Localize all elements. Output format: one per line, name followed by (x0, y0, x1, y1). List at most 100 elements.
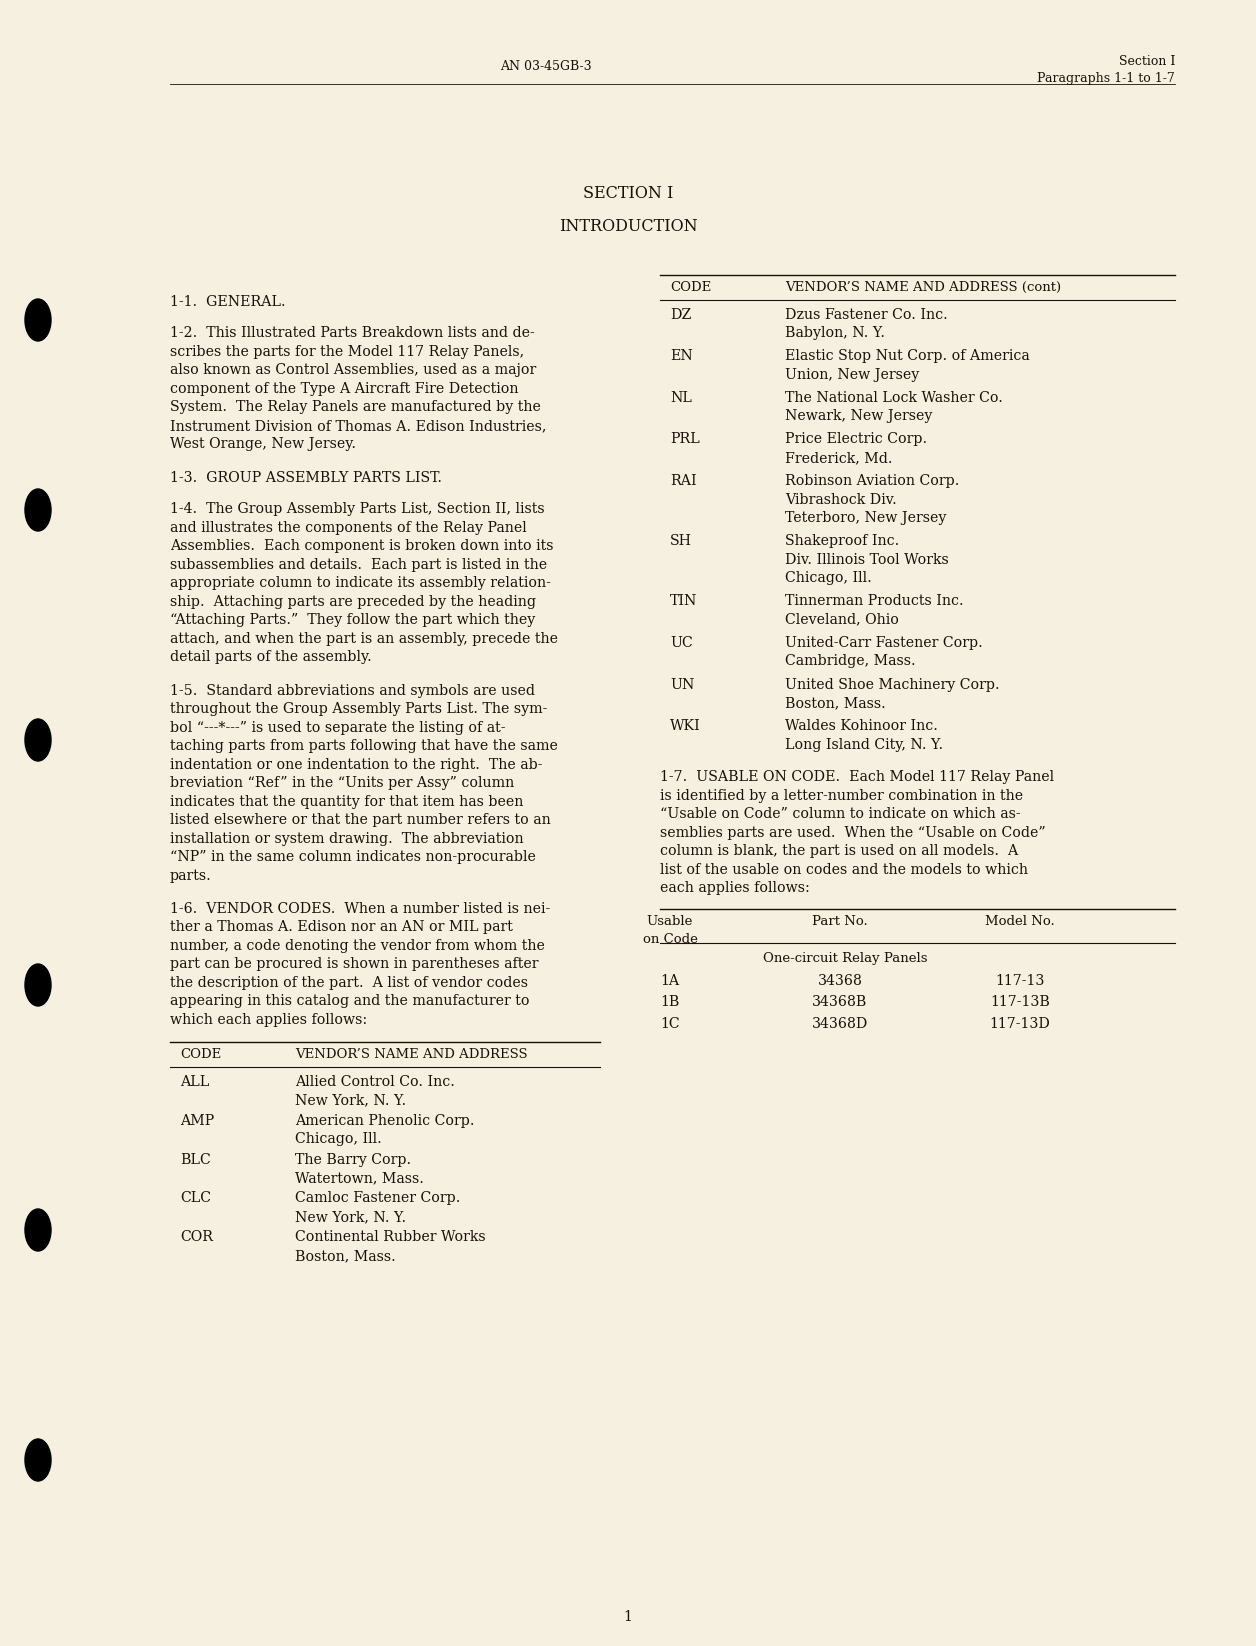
Text: SH: SH (669, 533, 692, 548)
Text: column is blank, the part is used on all models.  A: column is blank, the part is used on all… (659, 844, 1019, 858)
Text: breviation “Ref” in the “Units per Assy” column: breviation “Ref” in the “Units per Assy”… (170, 775, 514, 790)
Text: subassemblies and details.  Each part is listed in the: subassemblies and details. Each part is … (170, 558, 548, 571)
Text: Part No.: Part No. (813, 915, 868, 928)
Text: “Usable on Code” column to indicate on which as-: “Usable on Code” column to indicate on w… (659, 807, 1021, 821)
Text: Teterboro, New Jersey: Teterboro, New Jersey (785, 510, 946, 525)
Ellipse shape (25, 965, 51, 1006)
Text: Robinson Aviation Corp.: Robinson Aviation Corp. (785, 474, 960, 487)
Text: 1-7.  USABLE ON CODE.  Each Model 117 Relay Panel: 1-7. USABLE ON CODE. Each Model 117 Rela… (659, 770, 1054, 783)
Text: CLC: CLC (180, 1192, 211, 1205)
Text: Cambridge, Mass.: Cambridge, Mass. (785, 655, 916, 668)
Text: detail parts of the assembly.: detail parts of the assembly. (170, 650, 372, 665)
Text: Instrument Division of Thomas A. Edison Industries,: Instrument Division of Thomas A. Edison … (170, 420, 546, 433)
Text: parts.: parts. (170, 869, 212, 882)
Text: Assemblies.  Each component is broken down into its: Assemblies. Each component is broken dow… (170, 540, 554, 553)
Text: attach, and when the part is an assembly, precede the: attach, and when the part is an assembly… (170, 632, 558, 645)
Text: DZ: DZ (669, 308, 691, 321)
Text: 1A: 1A (661, 974, 679, 988)
Text: INTRODUCTION: INTRODUCTION (559, 217, 697, 235)
Text: semblies parts are used.  When the “Usable on Code”: semblies parts are used. When the “Usabl… (659, 826, 1046, 839)
Text: scribes the parts for the Model 117 Relay Panels,: scribes the parts for the Model 117 Rela… (170, 346, 524, 359)
Text: appearing in this catalog and the manufacturer to: appearing in this catalog and the manufa… (170, 994, 530, 1009)
Text: COR: COR (180, 1230, 214, 1244)
Ellipse shape (25, 1439, 51, 1481)
Text: EN: EN (669, 349, 693, 364)
Text: each applies follows:: each applies follows: (659, 881, 810, 895)
Text: Shakeproof Inc.: Shakeproof Inc. (785, 533, 899, 548)
Text: Watertown, Mass.: Watertown, Mass. (295, 1170, 423, 1185)
Text: United-Carr Fastener Corp.: United-Carr Fastener Corp. (785, 635, 982, 650)
Text: 34368B: 34368B (813, 996, 868, 1009)
Text: VENDOR’S NAME AND ADDRESS (cont): VENDOR’S NAME AND ADDRESS (cont) (785, 281, 1061, 295)
Text: 34368D: 34368D (811, 1017, 868, 1030)
Text: list of the usable on codes and the models to which: list of the usable on codes and the mode… (659, 863, 1027, 877)
Text: ALL: ALL (180, 1075, 210, 1090)
Text: BLC: BLC (180, 1152, 211, 1167)
Text: on Code: on Code (643, 933, 697, 946)
Text: American Phenolic Corp.: American Phenolic Corp. (295, 1114, 475, 1128)
Text: System.  The Relay Panels are manufactured by the: System. The Relay Panels are manufacture… (170, 400, 541, 415)
Text: Paragraphs 1-1 to 1-7: Paragraphs 1-1 to 1-7 (1037, 72, 1176, 86)
Text: indentation or one indentation to the right.  The ab-: indentation or one indentation to the ri… (170, 757, 543, 772)
Text: NL: NL (669, 390, 692, 405)
Text: Cleveland, Ohio: Cleveland, Ohio (785, 612, 899, 627)
Text: TIN: TIN (669, 594, 697, 609)
Text: Dzus Fastener Co. Inc.: Dzus Fastener Co. Inc. (785, 308, 948, 321)
Text: Camloc Fastener Corp.: Camloc Fastener Corp. (295, 1192, 461, 1205)
Text: New York, N. Y.: New York, N. Y. (295, 1210, 406, 1225)
Text: indicates that the quantity for that item has been: indicates that the quantity for that ite… (170, 795, 524, 808)
Text: 1C: 1C (661, 1017, 679, 1030)
Text: UC: UC (669, 635, 693, 650)
Text: 1-2.  This Illustrated Parts Breakdown lists and de-: 1-2. This Illustrated Parts Breakdown li… (170, 326, 535, 341)
Text: Usable: Usable (647, 915, 693, 928)
Text: Union, New Jersey: Union, New Jersey (785, 367, 919, 382)
Text: RAI: RAI (669, 474, 697, 487)
Text: Price Electric Corp.: Price Electric Corp. (785, 433, 927, 446)
Text: Continental Rubber Works: Continental Rubber Works (295, 1230, 486, 1244)
Text: Model No.: Model No. (985, 915, 1055, 928)
Text: Long Island City, N. Y.: Long Island City, N. Y. (785, 737, 943, 752)
Text: 34368: 34368 (818, 974, 863, 988)
Text: Section I: Section I (1119, 54, 1176, 67)
Text: Chicago, Ill.: Chicago, Ill. (295, 1132, 382, 1146)
Text: Boston, Mass.: Boston, Mass. (785, 696, 885, 709)
Ellipse shape (25, 489, 51, 532)
Text: Div. Illinois Tool Works: Div. Illinois Tool Works (785, 553, 948, 566)
Text: The Barry Corp.: The Barry Corp. (295, 1152, 411, 1167)
Text: Newark, New Jersey: Newark, New Jersey (785, 410, 932, 423)
Text: 1-5.  Standard abbreviations and symbols are used: 1-5. Standard abbreviations and symbols … (170, 683, 535, 698)
Text: West Orange, New Jersey.: West Orange, New Jersey. (170, 438, 355, 451)
Text: Tinnerman Products Inc.: Tinnerman Products Inc. (785, 594, 963, 609)
Text: appropriate column to indicate its assembly relation-: appropriate column to indicate its assem… (170, 576, 551, 591)
Text: Frederick, Md.: Frederick, Md. (785, 451, 893, 464)
Text: “Attaching Parts.”  They follow the part which they: “Attaching Parts.” They follow the part … (170, 614, 535, 627)
Text: 117-13: 117-13 (995, 974, 1045, 988)
Text: New York, N. Y.: New York, N. Y. (295, 1093, 406, 1108)
Text: installation or system drawing.  The abbreviation: installation or system drawing. The abbr… (170, 831, 524, 846)
Text: is identified by a letter-number combination in the: is identified by a letter-number combina… (659, 788, 1024, 803)
Text: and illustrates the components of the Relay Panel: and illustrates the components of the Re… (170, 520, 526, 535)
Text: ther a Thomas A. Edison nor an AN or MIL part: ther a Thomas A. Edison nor an AN or MIL… (170, 920, 512, 935)
Text: The National Lock Washer Co.: The National Lock Washer Co. (785, 390, 1002, 405)
Ellipse shape (25, 719, 51, 760)
Text: Chicago, Ill.: Chicago, Ill. (785, 571, 872, 584)
Text: 1-1.  GENERAL.: 1-1. GENERAL. (170, 295, 285, 309)
Text: 1-4.  The Group Assembly Parts List, Section II, lists: 1-4. The Group Assembly Parts List, Sect… (170, 502, 545, 517)
Ellipse shape (25, 300, 51, 341)
Text: ship.  Attaching parts are preceded by the heading: ship. Attaching parts are preceded by th… (170, 594, 536, 609)
Text: CODE: CODE (669, 281, 711, 295)
Text: 1-3.  GROUP ASSEMBLY PARTS LIST.: 1-3. GROUP ASSEMBLY PARTS LIST. (170, 471, 442, 486)
Text: WKI: WKI (669, 719, 701, 732)
Text: 1B: 1B (661, 996, 679, 1009)
Text: Babylon, N. Y.: Babylon, N. Y. (785, 326, 885, 341)
Text: taching parts from parts following that have the same: taching parts from parts following that … (170, 739, 558, 752)
Text: Allied Control Co. Inc.: Allied Control Co. Inc. (295, 1075, 455, 1090)
Text: Elastic Stop Nut Corp. of America: Elastic Stop Nut Corp. of America (785, 349, 1030, 364)
Text: listed elsewhere or that the part number refers to an: listed elsewhere or that the part number… (170, 813, 550, 826)
Text: VENDOR’S NAME AND ADDRESS: VENDOR’S NAME AND ADDRESS (295, 1049, 528, 1062)
Text: part can be procured is shown in parentheses after: part can be procured is shown in parenth… (170, 958, 539, 971)
Text: PRL: PRL (669, 433, 700, 446)
Text: “NP” in the same column indicates non-procurable: “NP” in the same column indicates non-pr… (170, 849, 536, 864)
Text: Boston, Mass.: Boston, Mass. (295, 1249, 396, 1262)
Text: AMP: AMP (180, 1114, 215, 1128)
